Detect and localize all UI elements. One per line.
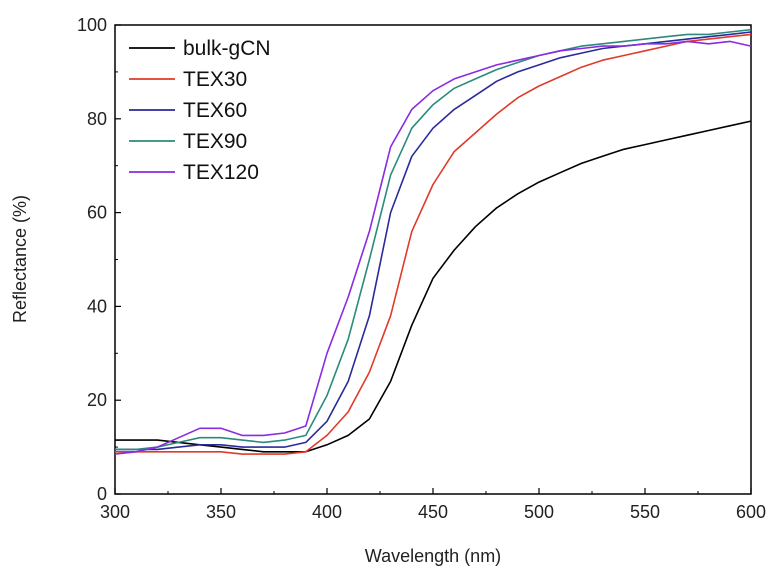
x-tick-label: 550 <box>630 502 660 522</box>
axis-ticks: 300 350 400 450 500 550 600 0 20 40 60 80 100 <box>77 15 766 522</box>
y-tick-label: 80 <box>87 109 107 129</box>
x-tick-label: 400 <box>312 502 342 522</box>
plot-area <box>114 24 752 495</box>
legend-label: TEX90 <box>183 130 247 153</box>
x-tick-label: 600 <box>736 502 766 522</box>
y-tick-label: 60 <box>87 203 107 223</box>
y-tick-label: 100 <box>77 15 107 35</box>
x-axis-title: Wavelength (nm) <box>365 546 501 566</box>
legend: bulk-gCN TEX30 TEX60 TEX90 TEX120 <box>129 37 271 184</box>
x-tick-label: 500 <box>524 502 554 522</box>
y-tick-label: 0 <box>97 484 107 504</box>
series-lines <box>114 28 752 455</box>
x-tick-label: 300 <box>100 502 130 522</box>
x-tick-label: 350 <box>206 502 236 522</box>
legend-label: TEX120 <box>183 161 259 184</box>
series-line-TEX120 <box>114 40 752 455</box>
y-tick-label: 20 <box>87 390 107 410</box>
y-tick-label: 40 <box>87 296 107 316</box>
legend-label: TEX30 <box>183 68 247 91</box>
legend-label: TEX60 <box>183 99 247 122</box>
legend-label: bulk-gCN <box>183 37 271 60</box>
series-line-TEX30 <box>115 33 752 455</box>
series-line-bulk-gCN <box>115 120 752 453</box>
x-tick-label: 450 <box>418 502 448 522</box>
y-axis-title: Reflectance (%) <box>10 195 30 323</box>
series-line-TEX90 <box>115 28 752 451</box>
